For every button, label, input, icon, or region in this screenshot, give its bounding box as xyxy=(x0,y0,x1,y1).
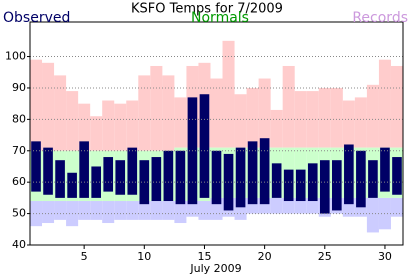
legend-label: Records xyxy=(352,10,408,26)
record-high-bar xyxy=(390,65,403,148)
observed-bar xyxy=(55,160,65,198)
x-axis-label: July 2009 xyxy=(189,262,241,275)
record-low-bar xyxy=(54,201,67,220)
record-low-bar xyxy=(114,201,127,220)
chart-title: KSFO Temps for 7/2009 xyxy=(131,2,283,17)
x-tick-label: 20 xyxy=(258,250,272,263)
legend-label: Normals xyxy=(191,10,249,26)
observed-bar xyxy=(380,147,390,192)
record-high-bar xyxy=(246,87,259,148)
observed-bar xyxy=(127,147,138,195)
y-tick-label: 70 xyxy=(12,144,26,157)
y-tick-label: 40 xyxy=(12,238,26,251)
observed-bar xyxy=(199,94,210,198)
record-low-bar xyxy=(390,197,403,217)
record-low-bar xyxy=(90,201,103,220)
record-low-bar xyxy=(102,201,115,224)
record-high-bar xyxy=(66,91,79,151)
observed-bar xyxy=(211,150,222,205)
y-tick-label: 80 xyxy=(12,112,26,125)
record-high-bar xyxy=(174,97,187,148)
observed-bar xyxy=(103,157,114,192)
record-high-bar xyxy=(126,100,139,151)
x-tick-label: 25 xyxy=(318,250,332,263)
record-high-bar xyxy=(90,116,103,151)
observed-bar xyxy=(43,147,53,195)
record-low-bar xyxy=(270,197,283,214)
observed-bar xyxy=(31,141,41,192)
x-tick-label: 30 xyxy=(378,250,392,263)
record-high-bar xyxy=(210,78,223,148)
record-high-bar xyxy=(342,100,355,148)
record-low-bar xyxy=(186,201,199,217)
record-high-bar xyxy=(138,75,151,151)
record-low-bar xyxy=(78,201,91,220)
y-tick-label: 100 xyxy=(5,50,26,63)
record-high-bar xyxy=(378,59,391,148)
record-low-bar xyxy=(294,197,307,214)
record-low-bar xyxy=(162,201,175,220)
x-tick-label: 5 xyxy=(81,250,88,263)
record-high-bar xyxy=(282,65,295,148)
record-high-bar xyxy=(318,87,331,148)
observed-bar xyxy=(271,163,282,198)
y-tick-label: 60 xyxy=(12,175,26,188)
record-high-bar xyxy=(114,103,127,151)
observed-bar xyxy=(115,160,126,195)
record-high-bar xyxy=(222,40,235,148)
record-high-bar xyxy=(42,62,55,151)
observed-bar xyxy=(368,160,378,198)
observed-bar xyxy=(67,172,77,198)
legend-label: Observed xyxy=(3,10,70,26)
record-high-bar xyxy=(78,103,91,151)
observed-bar xyxy=(332,160,342,211)
record-low-bar xyxy=(174,201,187,224)
record-high-bar xyxy=(270,109,283,148)
record-high-bar xyxy=(354,97,367,148)
observed-bar xyxy=(235,147,246,208)
record-low-bar xyxy=(126,201,139,220)
x-tick-label: 10 xyxy=(137,250,151,263)
record-high-bar xyxy=(234,94,247,148)
observed-bar xyxy=(356,150,366,208)
observed-bar xyxy=(295,169,306,202)
plot-frame xyxy=(29,21,404,246)
y-tick-label: 50 xyxy=(12,207,26,220)
y-tick-label: 90 xyxy=(12,81,26,94)
record-high-bar xyxy=(54,75,67,151)
x-tick-label: 15 xyxy=(197,250,211,263)
observed-bar xyxy=(259,138,270,205)
observed-bar xyxy=(319,160,330,214)
record-high-bar xyxy=(330,87,343,148)
observed-bar xyxy=(392,157,402,195)
observed-bar xyxy=(175,150,186,205)
record-high-bar xyxy=(162,75,175,151)
record-high-bar xyxy=(30,59,43,151)
record-high-bar xyxy=(102,100,115,151)
observed-bar xyxy=(247,141,258,205)
record-high-bar xyxy=(366,84,379,148)
observed-bar xyxy=(163,150,174,202)
record-low-bar xyxy=(306,197,319,214)
observed-bar xyxy=(79,141,89,198)
record-low-bar xyxy=(198,201,211,220)
record-high-bar xyxy=(150,65,163,151)
record-low-bar xyxy=(366,197,379,233)
record-low-bar xyxy=(138,201,151,220)
record-high-bar xyxy=(258,78,271,148)
record-low-bar xyxy=(150,201,163,220)
observed-bar xyxy=(344,144,354,205)
record-low-bar xyxy=(282,197,295,214)
observed-bar xyxy=(283,169,294,202)
record-low-bar xyxy=(42,201,55,224)
observed-bar xyxy=(151,157,162,202)
